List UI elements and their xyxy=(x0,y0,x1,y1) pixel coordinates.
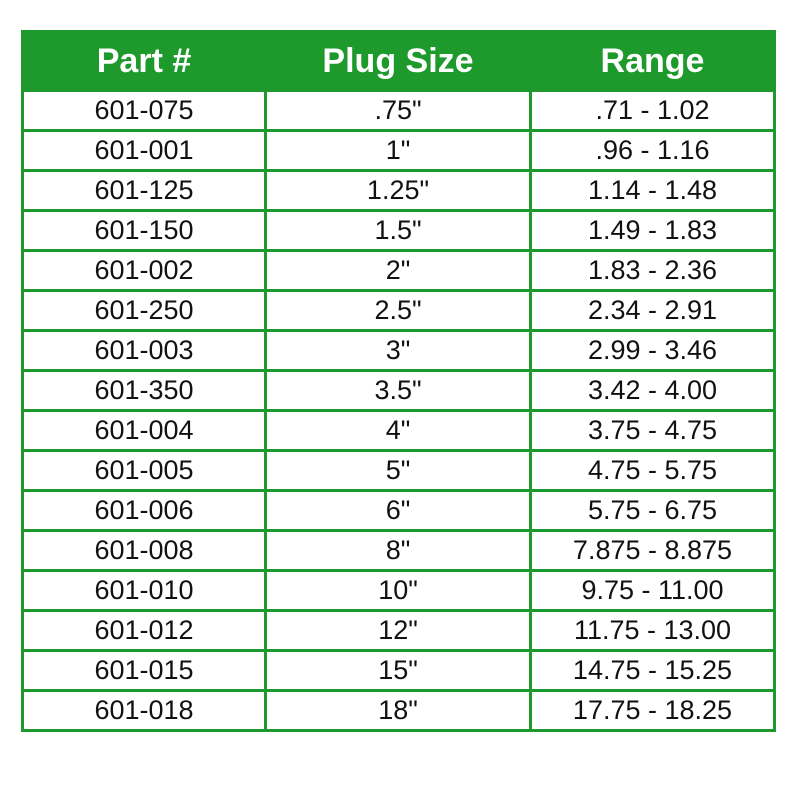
table-row: 601-002 2" 1.83 - 2.36 xyxy=(21,249,776,292)
cell-range: 11.75 - 13.00 xyxy=(529,609,776,652)
cell-part-number: 601-018 xyxy=(21,689,267,732)
cell-plug-size: 8" xyxy=(264,529,532,572)
cell-range: 4.75 - 5.75 xyxy=(529,449,776,492)
cell-range: 3.75 - 4.75 xyxy=(529,409,776,452)
table-row: 601-018 18" 17.75 - 18.25 xyxy=(21,689,776,732)
cell-plug-size: 12" xyxy=(264,609,532,652)
cell-part-number: 601-250 xyxy=(21,289,267,332)
cell-part-number: 601-008 xyxy=(21,529,267,572)
cell-range: 1.49 - 1.83 xyxy=(529,209,776,252)
table-row: 601-350 3.5" 3.42 - 4.00 xyxy=(21,369,776,412)
cell-range: 2.34 - 2.91 xyxy=(529,289,776,332)
cell-part-number: 601-150 xyxy=(21,209,267,252)
cell-plug-size: 1" xyxy=(264,129,532,172)
cell-plug-size: 3" xyxy=(264,329,532,372)
header-part-number: Part # xyxy=(21,30,267,92)
cell-part-number: 601-001 xyxy=(21,129,267,172)
table-row: 601-075.75" .71 - 1.02 xyxy=(21,89,776,132)
cell-range: .96 - 1.16 xyxy=(529,129,776,172)
cell-plug-size: 2.5" xyxy=(264,289,532,332)
cell-plug-size: 18" xyxy=(264,689,532,732)
cell-range: 14.75 - 15.25 xyxy=(529,649,776,692)
cell-range: 1.14 - 1.48 xyxy=(529,169,776,212)
table-row: 601-012 12" 11.75 - 13.00 xyxy=(21,609,776,652)
cell-part-number: 601-010 xyxy=(21,569,267,612)
cell-part-number: 601-004 xyxy=(21,409,267,452)
cell-part-number: 601-006 xyxy=(21,489,267,532)
cell-part-number: 601-125 xyxy=(21,169,267,212)
table-row: 601-015 15" 14.75 - 15.25 xyxy=(21,649,776,692)
plug-size-table: Part # Plug Size Range 601-075.75" .71 - … xyxy=(21,30,776,732)
cell-part-number: 601-012 xyxy=(21,609,267,652)
cell-range: 7.875 - 8.875 xyxy=(529,529,776,572)
header-row: Part # Plug Size Range xyxy=(21,30,776,92)
table-row: 601-250 2.5" 2.34 - 2.91 xyxy=(21,289,776,332)
header-plug-size: Plug Size xyxy=(264,30,532,92)
table-row: 601-008 8" 7.875 - 8.875 xyxy=(21,529,776,572)
table-row: 601-001 1" .96 - 1.16 xyxy=(21,129,776,172)
cell-plug-size: 1.25" xyxy=(264,169,532,212)
table-row: 601-125 1.25" 1.14 - 1.48 xyxy=(21,169,776,212)
cell-range: 1.83 - 2.36 xyxy=(529,249,776,292)
cell-plug-size: 3.5" xyxy=(264,369,532,412)
cell-plug-size: .75" xyxy=(264,89,532,132)
cell-plug-size: 4" xyxy=(264,409,532,452)
header-range: Range xyxy=(529,30,776,92)
cell-part-number: 601-005 xyxy=(21,449,267,492)
cell-plug-size: 10" xyxy=(264,569,532,612)
table-row: 601-004 4" 3.75 - 4.75 xyxy=(21,409,776,452)
cell-part-number: 601-075 xyxy=(21,89,267,132)
table-row: 601-150 1.5" 1.49 - 1.83 xyxy=(21,209,776,252)
cell-range: 2.99 - 3.46 xyxy=(529,329,776,372)
cell-range: 3.42 - 4.00 xyxy=(529,369,776,412)
cell-part-number: 601-350 xyxy=(21,369,267,412)
cell-range: 5.75 - 6.75 xyxy=(529,489,776,532)
cell-plug-size: 1.5" xyxy=(264,209,532,252)
cell-plug-size: 15" xyxy=(264,649,532,692)
cell-part-number: 601-015 xyxy=(21,649,267,692)
cell-plug-size: 2" xyxy=(264,249,532,292)
table-row: 601-010 10" 9.75 - 11.00 xyxy=(21,569,776,612)
cell-part-number: 601-002 xyxy=(21,249,267,292)
table-row: 601-005 5" 4.75 - 5.75 xyxy=(21,449,776,492)
cell-plug-size: 5" xyxy=(264,449,532,492)
cell-plug-size: 6" xyxy=(264,489,532,532)
cell-part-number: 601-003 xyxy=(21,329,267,372)
cell-range: 9.75 - 11.00 xyxy=(529,569,776,612)
table-row: 601-003 3" 2.99 - 3.46 xyxy=(21,329,776,372)
cell-range: 17.75 - 18.25 xyxy=(529,689,776,732)
table-row: 601-006 6" 5.75 - 6.75 xyxy=(21,489,776,532)
cell-range: .71 - 1.02 xyxy=(529,89,776,132)
